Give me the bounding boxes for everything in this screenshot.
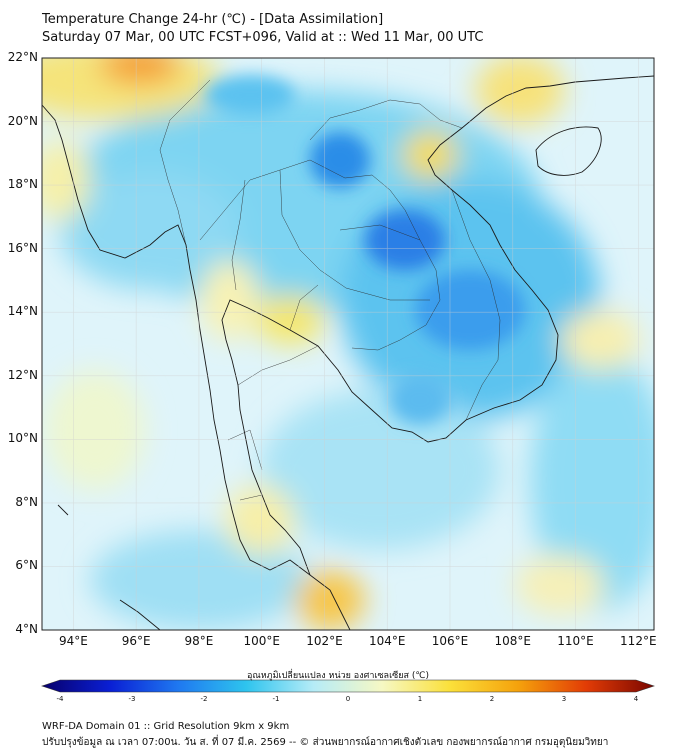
lat-tick-label: 12°N xyxy=(7,367,38,382)
lon-tick-label: 102°E xyxy=(306,634,343,648)
lat-tick-label: 10°N xyxy=(7,431,38,446)
colorbar-tick-label: -4 xyxy=(56,695,64,703)
colorbar-label: อุณหภูมิเปลี่ยนแปลง หน่วย องศาเซลเซียส (… xyxy=(246,671,430,681)
map-frame xyxy=(41,57,655,631)
lon-tick-label: 108°E xyxy=(494,634,532,648)
lat-tick-label: 4°N xyxy=(15,622,38,636)
lon-tick-label: 100°E xyxy=(243,634,280,648)
colorbar xyxy=(41,679,655,693)
graticule xyxy=(42,58,654,630)
lon-tick-label: 96°E xyxy=(121,634,151,648)
lat-tick-label: 8°N xyxy=(15,494,38,509)
temperature-field xyxy=(42,58,654,630)
chart-subtitle: Saturday 07 Mar, 00 UTC FCST+096, Valid … xyxy=(42,30,484,45)
colorbar-tick-label: -1 xyxy=(272,695,280,703)
footer-model-info: WRF-DA Domain 01 :: Grid Resolution 9km … xyxy=(42,721,290,732)
colorbar-gradient xyxy=(41,679,655,693)
colorbar-tick-label: -3 xyxy=(128,695,136,703)
admin-borders xyxy=(159,79,501,501)
lon-tick-label: 110°E xyxy=(557,634,594,648)
lon-tick-label: 98°E xyxy=(184,634,214,648)
chart-title: Temperature Change 24-hr (℃) - [Data Ass… xyxy=(42,12,384,27)
colorbar-tick-label: 4 xyxy=(633,695,639,703)
lat-tick-label: 20°N xyxy=(7,113,38,128)
colorbar-tick-label: 0 xyxy=(345,695,351,703)
colorbar-tick-label: -2 xyxy=(200,695,208,703)
lat-tick-label: 14°N xyxy=(7,304,38,319)
colorbar-tick-label: 2 xyxy=(489,695,495,703)
lon-tick-label: 104°E xyxy=(368,634,406,648)
lat-tick-label: 18°N xyxy=(7,177,38,192)
footer-credit: ปรับปรุงข้อมูล ณ เวลา 07:00น. วัน ส. ที่… xyxy=(42,737,609,748)
lat-tick-label: 16°N xyxy=(7,240,38,255)
lat-tick-label: 22°N xyxy=(7,50,38,64)
lon-tick-label: 106°E xyxy=(431,634,469,648)
lon-tick-label: 112°E xyxy=(620,634,657,648)
lat-tick-label: 6°N xyxy=(15,558,38,573)
colorbar-tick-label: 1 xyxy=(417,695,423,703)
colorbar-tick-label: 3 xyxy=(561,695,567,703)
lon-tick-label: 94°E xyxy=(58,634,88,648)
